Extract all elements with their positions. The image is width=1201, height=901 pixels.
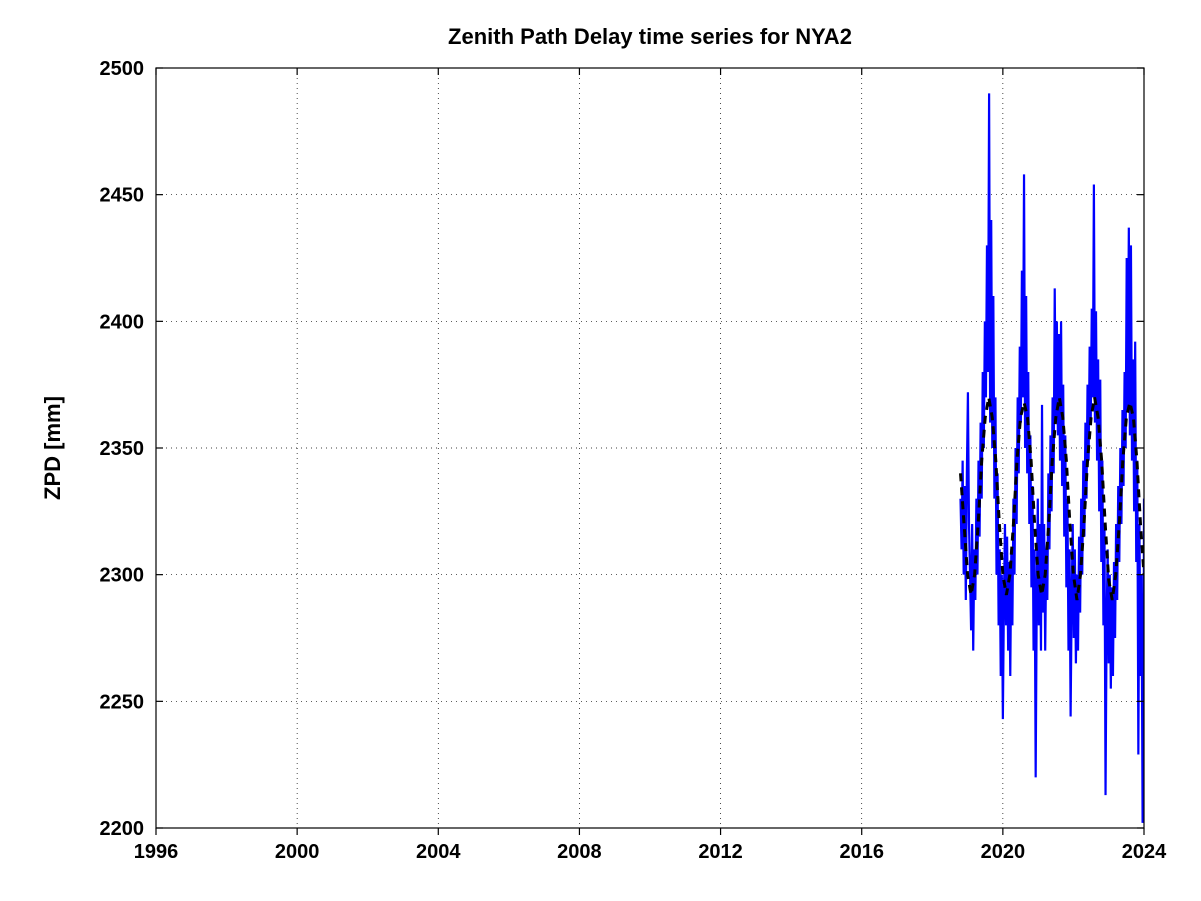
xtick-label: 2008 [557, 841, 602, 863]
ytick-label: 2200 [100, 818, 145, 840]
xtick-label: 2004 [416, 841, 461, 863]
xtick-label: 2020 [981, 841, 1026, 863]
chart-container: 1996 2000 2004 2008 2012 2016 2020 2024 2200 2250… [0, 0, 1201, 901]
xtick-label: 2012 [698, 841, 743, 863]
y-axis-label: ZPD [mm] [40, 396, 65, 500]
ytick-label: 2500 [100, 58, 145, 80]
chart-title: Zenith Path Delay time series for NYA2 [448, 24, 852, 49]
xtick-label: 2016 [839, 841, 884, 863]
xtick-label: 2024 [1122, 841, 1167, 863]
ytick-label: 2350 [100, 438, 145, 460]
ytick-label: 2400 [100, 311, 145, 333]
xtick-label: 2000 [275, 841, 320, 863]
chart-svg: 1996 2000 2004 2008 2012 2016 2020 2024 2200 2250… [0, 0, 1201, 901]
ytick-label: 2250 [100, 691, 145, 713]
xtick-label: 1996 [134, 841, 179, 863]
ytick-label: 2450 [100, 185, 145, 207]
ytick-label: 2300 [100, 565, 145, 587]
